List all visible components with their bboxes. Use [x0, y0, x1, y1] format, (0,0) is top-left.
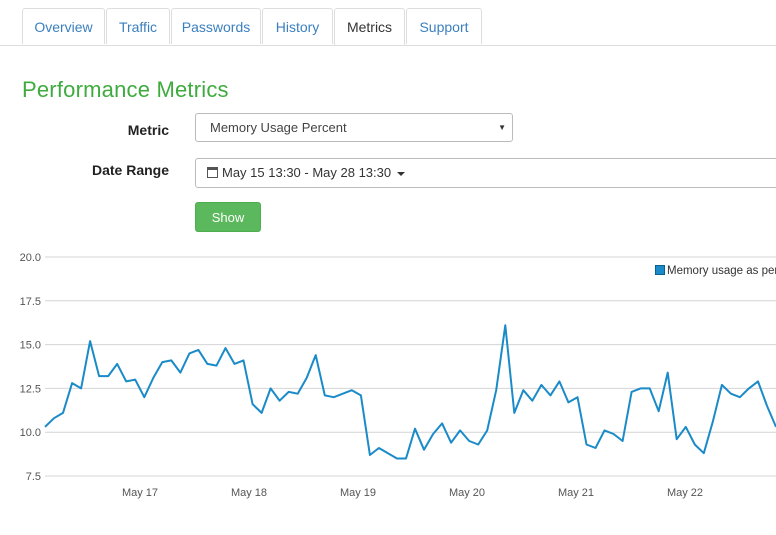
- y-tick-label: 7.5: [26, 471, 41, 483]
- tab-traffic[interactable]: Traffic: [106, 8, 170, 44]
- page-title: Performance Metrics: [22, 77, 229, 102]
- y-tick-label: 10.0: [20, 427, 41, 439]
- tab-metrics[interactable]: Metrics: [334, 8, 405, 45]
- x-tick-label: May 19: [340, 487, 376, 499]
- show-button[interactable]: Show: [195, 202, 261, 232]
- chevron-down-icon: ▼: [498, 123, 506, 132]
- x-tick-label: May 22: [667, 487, 703, 499]
- date-range-label: Date Range: [91, 162, 169, 178]
- x-tick-label: May 18: [231, 487, 267, 499]
- legend-label: Memory usage as perc: [667, 265, 776, 277]
- metric-select[interactable]: Memory Usage Percent ▼: [195, 113, 513, 142]
- tab-support[interactable]: Support: [406, 8, 482, 44]
- caret-down-icon: [397, 171, 406, 176]
- tab-bar: Overview Traffic Passwords History Metri…: [0, 0, 776, 46]
- memory-usage-chart: 7.5 10.0 12.5 15.0 17.5 20.0 May 17 May 18 May …: [20, 252, 776, 499]
- y-tick-label: 17.5: [20, 296, 41, 308]
- series-line-memory-usage: [44, 324, 776, 460]
- metric-label: Metric: [127, 122, 169, 138]
- tab-passwords[interactable]: Passwords: [171, 8, 261, 44]
- chart-legend: Memory usage as perc: [655, 265, 776, 277]
- date-range-value: May 15 13:30 - May 28 13:30: [222, 165, 392, 180]
- calendar-icon: [207, 167, 218, 178]
- y-tick-label: 20.0: [20, 252, 41, 264]
- tab-overview[interactable]: Overview: [22, 8, 105, 44]
- y-tick-label: 12.5: [20, 383, 41, 395]
- tab-history[interactable]: History: [262, 8, 333, 44]
- x-tick-label: May 20: [449, 487, 485, 499]
- legend-swatch: [655, 265, 665, 275]
- y-tick-label: 15.0: [20, 340, 41, 352]
- metric-select-value: Memory Usage Percent: [210, 120, 347, 135]
- x-tick-label: May 21: [558, 487, 594, 499]
- date-range-picker[interactable]: May 15 13:30 - May 28 13:30: [195, 158, 776, 188]
- x-tick-label: May 17: [122, 487, 158, 499]
